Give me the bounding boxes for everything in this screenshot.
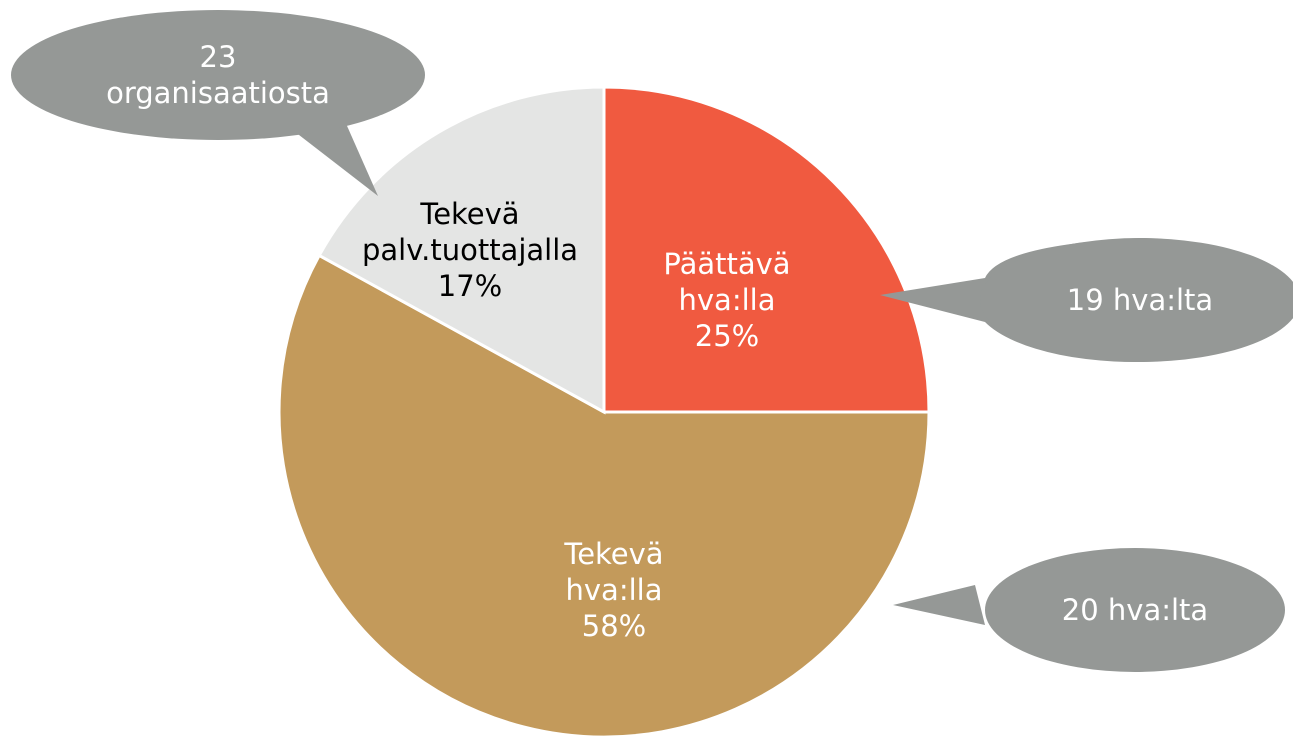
callouts bbox=[11, 10, 1293, 672]
slice-name: Tekevä hva:lla bbox=[564, 537, 664, 607]
callout-bubble bbox=[980, 238, 1293, 362]
callout-text: 23 organisaatiosta bbox=[106, 40, 330, 110]
slice-label: Päättävä hva:lla 25% bbox=[663, 246, 790, 354]
slice-name: Päättävä hva:lla bbox=[663, 247, 791, 317]
callout-text: 19 hva:lta bbox=[1066, 283, 1214, 317]
slice-value: 58% bbox=[581, 609, 647, 643]
callout-bubble bbox=[985, 548, 1285, 672]
slice-label: Tekevä hva:lla 58% bbox=[564, 536, 663, 644]
pie-slice bbox=[602, 85, 931, 414]
slices bbox=[277, 85, 931, 737]
pie-slice bbox=[317, 85, 606, 415]
slice-value: 25% bbox=[694, 319, 760, 353]
slice-name: Tekevä palv.tuottajalla bbox=[361, 197, 579, 267]
callout-text: 20 hva:lta bbox=[1061, 593, 1209, 627]
slice-label: Tekevä palv.tuottajalla 17% bbox=[362, 196, 578, 304]
pie-slice bbox=[277, 253, 931, 737]
callout-bubble bbox=[11, 10, 425, 140]
slice-value: 17% bbox=[437, 269, 503, 303]
callout-pointer bbox=[893, 585, 985, 625]
